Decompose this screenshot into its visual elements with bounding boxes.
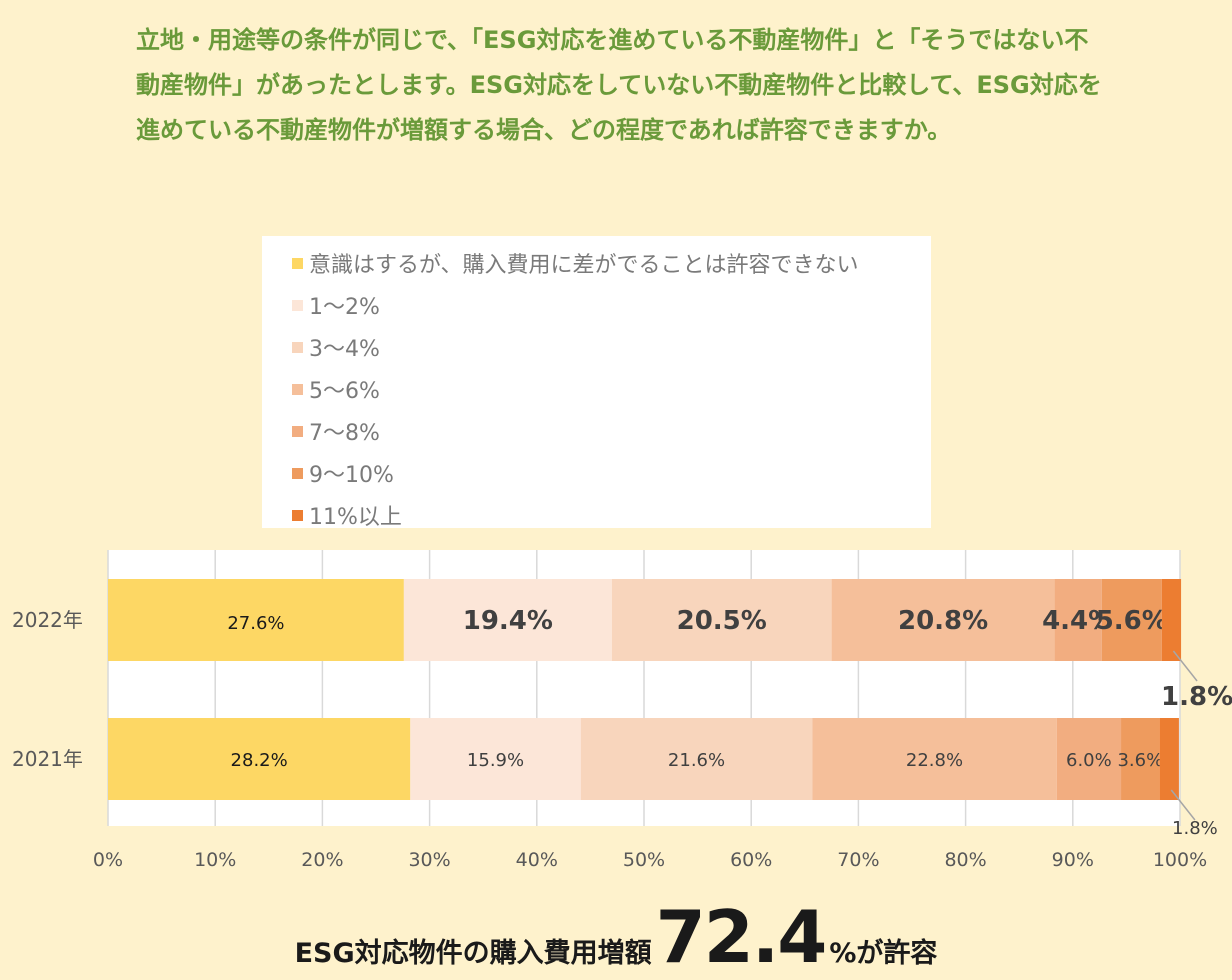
legend-swatch [292, 467, 303, 479]
data-label: 1.8% [1172, 818, 1218, 839]
category-label: 2022年 [12, 608, 83, 632]
legend-item: 11%以上 [262, 494, 931, 536]
legend-item: 3〜4% [262, 326, 931, 368]
bar-segment [1054, 579, 1102, 661]
legend-swatch [292, 509, 303, 521]
bar-segment [611, 579, 832, 661]
legend-swatch [292, 425, 303, 437]
bar-segment [1101, 579, 1162, 661]
x-tick-label: 100% [1153, 849, 1207, 871]
data-label: 27.6% [227, 613, 284, 634]
x-tick-label: 30% [408, 849, 450, 871]
legend-swatch [292, 341, 303, 353]
data-label: 20.8% [898, 606, 988, 636]
data-label: 15.9% [467, 750, 524, 771]
chart-legend: 意識はするが、購入費用に差がでることは許容できない 1〜2% 3〜4% 5〜6% 7〜8… [262, 236, 931, 530]
legend-label: 意識はするが、購入費用に差がでることは許容できない [309, 253, 859, 278]
data-label: 19.4% [463, 606, 553, 636]
bar-segment [1159, 718, 1179, 800]
legend-item: 7〜8% [262, 410, 931, 452]
bar-segment [403, 579, 612, 661]
data-label: 6.0% [1066, 750, 1112, 771]
legend-label: 7〜8% [309, 421, 380, 446]
legend-swatch [292, 383, 303, 395]
category-label: 2021年 [12, 747, 83, 771]
bar-segment [410, 718, 581, 800]
data-label: 1.8% [1161, 682, 1232, 712]
legend-item: 5〜6% [262, 368, 931, 410]
stacked-bar-chart: 0% 10% 20% 30% 40% 50% 60% 70% 80% 90% 100% 2022年 27… [12, 550, 1232, 871]
bar-segment [108, 579, 404, 661]
legend-swatch [292, 257, 303, 269]
data-label: 21.6% [668, 750, 725, 771]
legend-item: 9〜10% [262, 452, 931, 494]
summary-footer: ESG対応物件の購入費用増額72.4 %が許容 [0, 895, 1232, 979]
x-tick-label: 90% [1052, 849, 1094, 871]
leader-line [1170, 789, 1196, 821]
summary-value: 72.4 [655, 895, 828, 979]
legend-label: 11%以上 [309, 505, 402, 530]
leader-line [1172, 650, 1198, 682]
bar-segment [108, 718, 411, 800]
x-tick-label: 20% [301, 849, 343, 871]
legend-label: 3〜4% [309, 337, 380, 362]
bar-segment [1161, 579, 1182, 661]
legend-label: 5〜6% [309, 379, 380, 404]
x-tick-label: 70% [837, 849, 879, 871]
bar-segment [580, 718, 813, 800]
legend-label: 9〜10% [309, 463, 394, 488]
data-label: 3.6% [1117, 750, 1163, 771]
legend-swatch [292, 299, 303, 311]
bar-segment [1056, 718, 1122, 800]
bar-segment [831, 579, 1055, 661]
legend-label: 1〜2% [309, 295, 380, 320]
legend-item: 1〜2% [262, 284, 931, 326]
data-label: 20.5% [677, 606, 767, 636]
summary-tail: %が許容 [829, 938, 938, 969]
data-label: 5.6% [1096, 606, 1168, 636]
x-tick-label: 60% [730, 849, 772, 871]
x-tick-label: 10% [194, 849, 236, 871]
x-tick-label: 0% [93, 849, 123, 871]
x-tick-label: 50% [623, 849, 665, 871]
bar-segment [812, 718, 1057, 800]
bar-segment [1121, 718, 1160, 800]
data-label: 22.8% [906, 750, 963, 771]
x-tick-label: 80% [944, 849, 986, 871]
x-tick-label: 40% [516, 849, 558, 871]
survey-question: 立地・用途等の条件が同じで、「ESG対応を進めている不動産物件」と「そうではない… [136, 26, 1102, 144]
legend-item: 意識はするが、購入費用に差がでることは許容できない [262, 242, 931, 284]
summary-lead: ESG対応物件の購入費用増額 [294, 938, 652, 969]
data-label: 28.2% [231, 750, 288, 771]
